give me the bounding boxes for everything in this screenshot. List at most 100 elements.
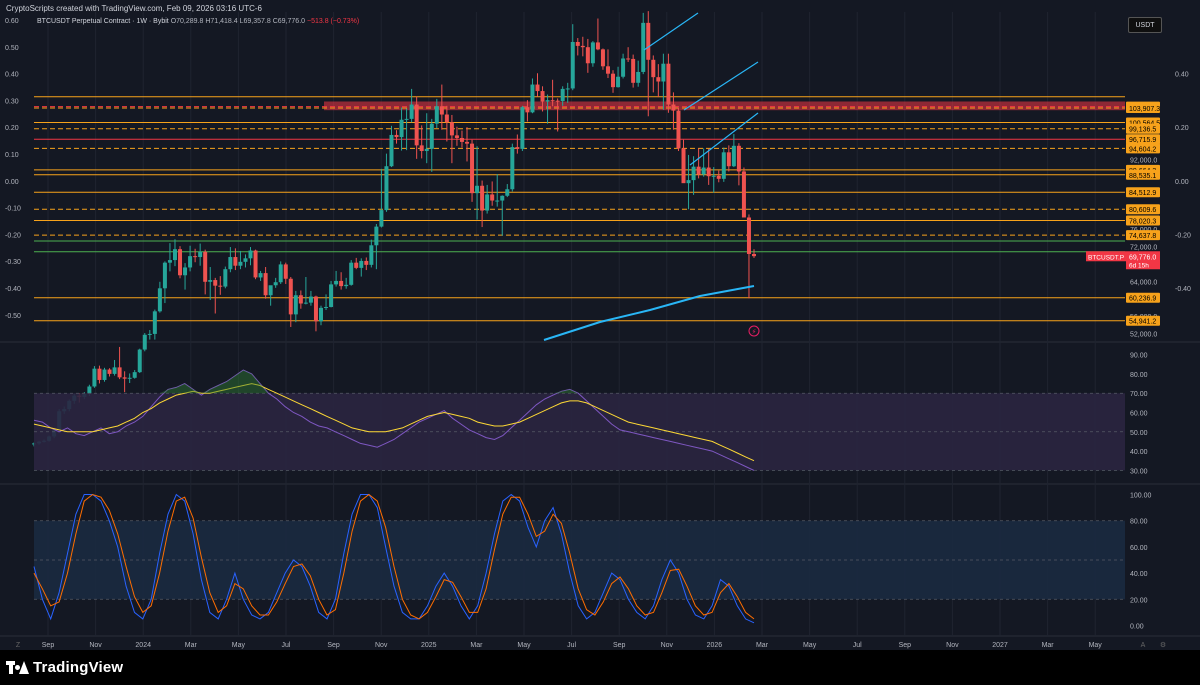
candle-body [308, 296, 313, 303]
candle-body [394, 134, 399, 138]
candle-body [424, 148, 429, 152]
candle-body [359, 260, 364, 268]
candles [32, 11, 756, 447]
candle-body [711, 175, 716, 177]
right-ratio-label: -0.40 [1175, 286, 1191, 293]
candle-body [600, 49, 605, 67]
timezone-icon: Z [16, 642, 21, 649]
level-tag-label: 99,136.5 [1129, 127, 1156, 134]
left-scale-label: 0.10 [5, 152, 19, 159]
candle-body [102, 369, 107, 380]
rsi-scale-label: 30.00 [1130, 468, 1148, 475]
symbol-tag-label: BTCUSDT.P [1088, 254, 1124, 261]
candle-body [117, 367, 122, 378]
ohlc-low: L69,357.8 [239, 18, 271, 25]
candle-body [611, 73, 616, 88]
ohlc-close: C69,776.0 [272, 18, 306, 25]
candle-body [429, 123, 434, 149]
candle-body [253, 250, 258, 278]
candle-body [616, 76, 621, 88]
symbol-line[interactable]: BTCUSDT Perpetual Contract · 1W · Bybit … [37, 18, 359, 25]
candle-body [142, 334, 147, 350]
price-tag [1126, 251, 1160, 270]
x-tick-label: Nov [661, 642, 674, 649]
candle-body [560, 88, 565, 102]
candle-body [334, 280, 339, 285]
candle-body [167, 260, 172, 263]
rsi-scale-label: 60.00 [1130, 411, 1148, 418]
candle-body [409, 104, 414, 119]
candle-body [656, 77, 661, 82]
candle-body [520, 107, 525, 149]
lightning-glyph: ⚡ [752, 328, 757, 336]
x-tick-label: 2024 [135, 642, 151, 649]
candle-body [605, 66, 610, 74]
candle-body [248, 250, 253, 259]
level-tag-label: 60,236.9 [1129, 296, 1156, 303]
left-scale-label: 0.20 [5, 125, 19, 132]
right-ratio-label: 0.00 [1175, 179, 1189, 186]
stoch-line [33, 493, 755, 624]
candle-body [434, 106, 439, 124]
level-tag-label: 74,637.8 [1129, 233, 1156, 240]
candle-body [646, 22, 651, 60]
candle-body [389, 134, 394, 167]
rsi-scale-label: 80.00 [1130, 372, 1148, 379]
candle-body [329, 284, 334, 307]
level-tag [1126, 215, 1160, 226]
candle-body [233, 257, 238, 266]
candle-body [661, 63, 666, 82]
x-tick-label: Sep [327, 642, 340, 649]
candle-body [500, 195, 505, 201]
rsi-line [33, 369, 755, 471]
candle-body [87, 386, 92, 394]
stoch-pane: 100.00 80.00 60.00 40.00 20.00 0.00 [33, 493, 1152, 630]
level-tag-label: 54,941.2 [1129, 319, 1156, 326]
left-scale-label: 0.50 [5, 45, 19, 52]
channel-line [689, 112, 759, 166]
candle-body [731, 145, 736, 167]
candle-body [570, 41, 575, 89]
candle-body [137, 349, 142, 373]
stoch-scale-label: 40.00 [1130, 571, 1148, 578]
x-tick-label: May [803, 642, 817, 649]
rsi-scale-label: 90.00 [1130, 353, 1148, 360]
candle-body [746, 217, 751, 254]
candle-body [238, 261, 243, 266]
candle-body [198, 251, 203, 258]
candle-body [127, 377, 132, 379]
level-tag [1126, 102, 1160, 113]
ohlc-change: −513.8 (−0.73%) [307, 18, 360, 25]
candle-body [641, 22, 646, 72]
candle-body [293, 295, 298, 315]
candle-body [213, 280, 218, 286]
candle-body [671, 104, 676, 111]
footer-bar [0, 650, 1200, 685]
level-tag-label: 84,512.9 [1129, 190, 1156, 197]
candle-body [414, 104, 419, 146]
candle-body [470, 143, 475, 194]
symbol-name[interactable]: BTCUSDT Perpetual Contract · 1W · Bybit [37, 18, 169, 25]
level-tag [1126, 187, 1160, 198]
candle-body [313, 296, 318, 322]
left-scale-label: -0.40 [5, 286, 21, 293]
candle-body [172, 249, 177, 261]
price-scale-label: 52,000.0 [1130, 331, 1157, 338]
trend-channels: ⚡ [543, 12, 760, 341]
candle-body [354, 262, 359, 268]
candle-body [621, 58, 626, 77]
price-tag-label: 69,776.0 [1129, 254, 1156, 261]
brand-name: TradingView [33, 658, 124, 676]
currency-selector[interactable]: USDT [1128, 17, 1162, 33]
rsi-line [33, 383, 755, 462]
stoch-line [33, 493, 755, 620]
candle-body [162, 262, 167, 289]
left-scale-label: 0.60 [5, 18, 19, 25]
level-tag [1126, 204, 1160, 215]
left-scale-label: 0.40 [5, 72, 19, 79]
candle-body [178, 249, 183, 276]
stoch-scale-label: 0.00 [1130, 623, 1144, 630]
candle-body [575, 41, 580, 46]
right-ratio-label: -0.20 [1175, 232, 1191, 239]
candle-body [459, 137, 464, 142]
